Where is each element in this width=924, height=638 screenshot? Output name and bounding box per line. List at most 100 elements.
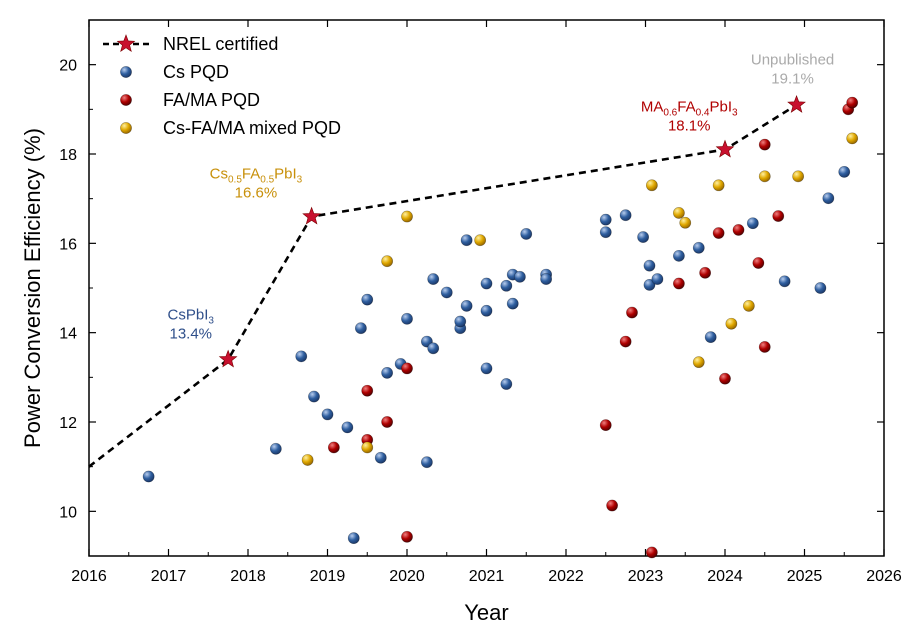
mixed-pqd-point [645, 179, 658, 192]
fama-pqd-point [327, 441, 340, 454]
mixed-pqd-point [792, 170, 805, 183]
cs-pqd-point [354, 322, 367, 335]
cs-pqd-point [440, 286, 453, 299]
fama-pqd-point [381, 416, 394, 428]
cs-pqd-point [704, 331, 717, 344]
points-layer [142, 96, 859, 559]
cs-pqd-point [599, 226, 612, 239]
cs-pqd-point [427, 273, 440, 285]
cs-pqd-point [814, 282, 827, 294]
annotation-formula: CsPbI3 [168, 306, 215, 326]
y-tick-label: 18 [59, 147, 77, 164]
cs-pqd-point [822, 192, 835, 205]
legend-label-mixed: Cs-FA/MA mixed PQD [163, 118, 341, 138]
y-tick-label: 14 [59, 326, 77, 343]
x-tick-label: 2017 [151, 568, 187, 585]
cs-pqd-point [480, 277, 493, 290]
cs-pqd-point [374, 451, 387, 464]
cs-pqd-point [480, 362, 493, 375]
x-tick-label: 2023 [628, 568, 664, 585]
cs-pqd-point [746, 217, 759, 230]
cs-pqd-point [295, 350, 308, 363]
fama-pqd-point [361, 384, 374, 397]
annotation-formula: MA0.6FA0.4PbI3 [641, 99, 738, 119]
nrel-stars-layer [218, 95, 806, 368]
cs-pqd-point [520, 228, 533, 240]
annotation-formula: Unpublished [751, 52, 834, 69]
cs-pqd-point [619, 209, 632, 222]
fama-pqd-point [699, 266, 712, 279]
nrel-certified-star [302, 206, 321, 225]
legend-marker [120, 94, 132, 106]
x-tick-label: 2024 [707, 568, 743, 585]
mixed-pqd-point [742, 299, 755, 312]
fama-pqd-point [758, 341, 771, 353]
cs-pqd-point [651, 273, 664, 285]
cs-pqd-point [513, 270, 526, 283]
y-axis-title: Power Conversion Efficiency (%) [20, 128, 45, 448]
cs-pqd-point [672, 249, 685, 262]
legend: NREL certified Cs PQD FA/MA PQD Cs-FA/MA mi… [103, 34, 341, 138]
fama-pqd-point [712, 227, 725, 239]
fama-pqd-point [758, 138, 771, 151]
cs-pqd-point [454, 315, 467, 328]
fama-pqd-point [401, 530, 413, 543]
cs-pqd-point [500, 378, 513, 390]
nrel-certified-star [787, 95, 806, 113]
cs-pqd-point [308, 390, 320, 403]
mixed-pqd-point [679, 216, 692, 229]
legend-marker [120, 66, 132, 78]
legend-nrel-star [116, 34, 136, 52]
x-tick-label: 2026 [866, 568, 902, 585]
nrel-certified-star [715, 139, 735, 158]
mixed-pqd-point [301, 454, 314, 466]
cs-pqd-point [321, 408, 334, 421]
cs-pqd-point [381, 366, 394, 379]
mixed-pqd-point [712, 179, 725, 192]
fama-pqd-point [672, 277, 685, 290]
cs-pqd-point [460, 234, 473, 247]
y-tick-label: 20 [59, 58, 77, 75]
x-tick-label: 2019 [310, 568, 346, 585]
legend-label-nrel: NREL certified [163, 34, 278, 54]
cs-pqd-point [420, 456, 433, 469]
legend-label-cs: Cs PQD [163, 62, 229, 82]
cs-pqd-point [643, 259, 656, 272]
cs-pqd-point [637, 231, 650, 243]
cs-pqd-point [401, 312, 413, 325]
cs-pqd-point [361, 293, 374, 306]
x-tick-label: 2020 [389, 568, 425, 585]
fama-pqd-point [606, 499, 619, 512]
x-axis-title: Year [464, 600, 508, 625]
cs-pqd-point [643, 278, 656, 291]
cs-pqd-point [427, 342, 440, 355]
cs-pqd-point [692, 241, 705, 254]
mixed-pqd-point [692, 356, 705, 369]
x-tick-label: 2022 [548, 568, 584, 585]
fama-pqd-point [846, 96, 859, 109]
fama-pqd-point [619, 335, 632, 348]
fama-pqd-point [401, 362, 413, 375]
cs-pqd-point [838, 165, 851, 178]
fama-pqd-point [752, 257, 765, 269]
mixed-pqd-point [361, 441, 374, 454]
nrel-certified-star [218, 349, 238, 368]
y-tick-label: 16 [59, 236, 77, 253]
fama-pqd-point [645, 546, 658, 559]
cs-pqd-point [269, 442, 282, 455]
nrel-line-layer [88, 103, 798, 468]
legend-marker [120, 122, 132, 134]
cs-pqd-point [778, 275, 791, 288]
x-tick-label: 2018 [230, 568, 266, 585]
cs-pqd-point [599, 213, 612, 226]
mixed-pqd-point [474, 234, 487, 247]
legend-label-fama: FA/MA PQD [163, 90, 260, 110]
mixed-pqd-point [401, 210, 413, 223]
cs-pqd-point [341, 421, 354, 434]
nrel-certified-line [88, 103, 798, 468]
axes: 2016 2017 2018 2019 2020 2021 2022 2023 2024 2025… [20, 19, 902, 625]
y-tick-label: 10 [59, 504, 77, 521]
x-tick-label: 2025 [787, 568, 823, 585]
